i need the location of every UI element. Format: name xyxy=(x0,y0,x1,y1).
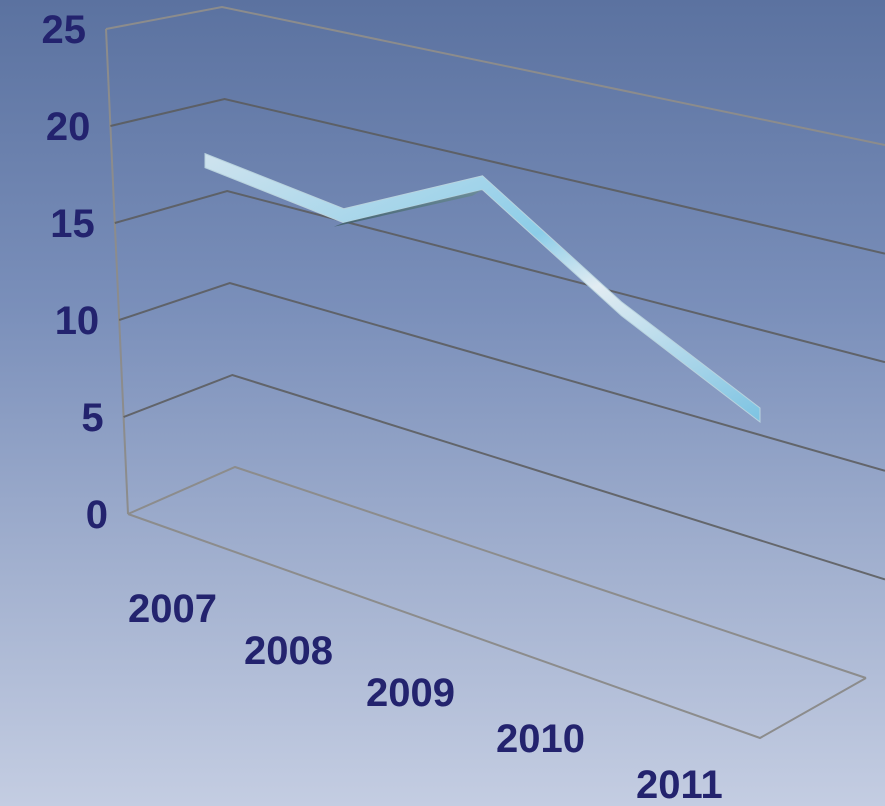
series-ribbon xyxy=(204,152,761,424)
floor-back-edge xyxy=(127,465,867,679)
gridline xyxy=(118,281,885,472)
y-tick-label: 5 xyxy=(81,396,103,440)
series-ribbon-surface xyxy=(204,152,761,424)
x-category-label: 2007 xyxy=(128,587,217,631)
gridline xyxy=(105,5,885,146)
y-axis-line xyxy=(105,28,129,515)
grid-layer xyxy=(105,5,885,740)
floor-front-edge xyxy=(127,513,867,740)
gridline xyxy=(110,97,885,255)
x-axis-categories: 2007 2008 2009 2010 2011 xyxy=(128,587,723,806)
y-tick-label: 15 xyxy=(50,202,95,246)
y-tick-label: 25 xyxy=(42,8,87,52)
x-category-label: 2009 xyxy=(366,671,455,715)
y-tick-label: 0 xyxy=(86,493,108,537)
y-tick-label: 20 xyxy=(46,105,91,149)
series-ribbon-side xyxy=(333,189,483,227)
x-category-label: 2010 xyxy=(496,717,585,761)
gridline xyxy=(123,373,885,581)
y-tick-label: 10 xyxy=(55,299,100,343)
x-category-label: 2011 xyxy=(636,763,723,806)
x-category-label: 2008 xyxy=(244,629,333,673)
y-axis-ticks: 0 5 10 15 20 25 xyxy=(42,8,109,537)
gridline xyxy=(114,189,885,364)
